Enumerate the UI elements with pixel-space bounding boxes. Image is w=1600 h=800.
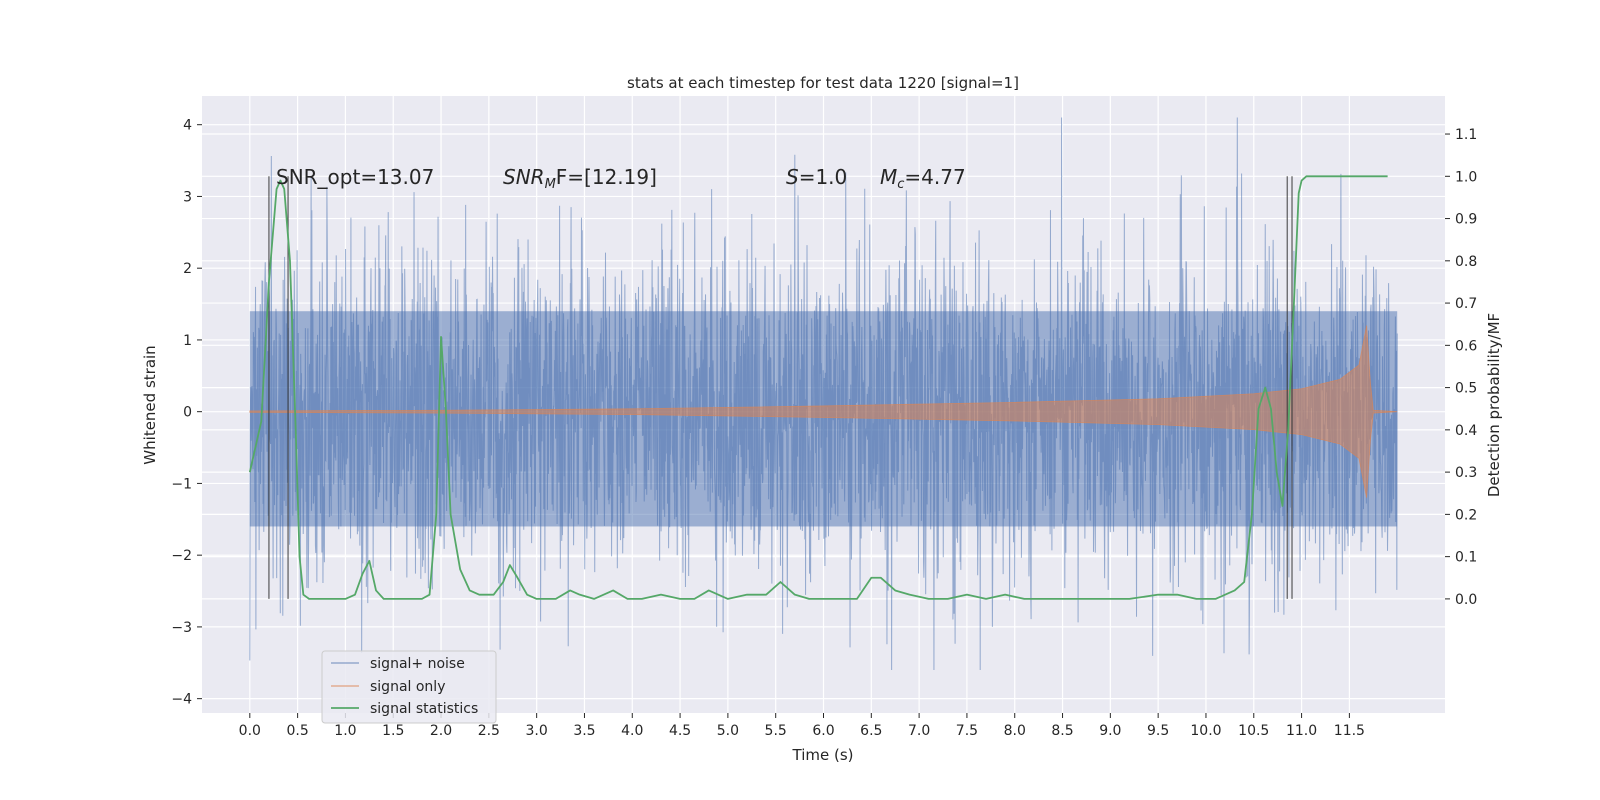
x-tick-label-9: 4.5 (669, 723, 691, 739)
y2-tick-label-8: 0.8 (1455, 254, 1477, 270)
chart-title: stats at each timestep for test data 122… (627, 74, 1019, 92)
legend: signal+ noise signal only signal statist… (321, 650, 497, 724)
x-tick-label-4: 2.0 (430, 723, 452, 739)
s-base: S (786, 165, 799, 189)
legend-label-signal-statistics: signal statistics (370, 701, 478, 717)
y2-tick-label-1: 0.1 (1455, 550, 1477, 566)
y2-axis-ticks: 0.0 0.1 0.2 0.3 0.4 0.5 0.6 0.7 0.8 0.9 1.0 1.1 (1445, 127, 1477, 608)
mc-rest: =4.77 (904, 165, 965, 189)
legend-label-signal-noise: signal+ noise (370, 656, 465, 672)
x-tick-label-10: 5.0 (717, 723, 739, 739)
signal-only-envelope (249, 325, 1398, 498)
y2-tick-label-9: 0.9 (1455, 212, 1477, 228)
y2-tick-label-11: 1.1 (1455, 127, 1477, 143)
x-axis-label: Time (s) (792, 746, 854, 764)
signal-statistics-line (248, 175, 1388, 600)
x-tick-label-18: 9.0 (1099, 723, 1121, 739)
x-tick-label-15: 7.5 (956, 723, 978, 739)
x-tick-label-19: 9.5 (1147, 723, 1169, 739)
y-tick-label-3: −1 (171, 476, 192, 492)
s-annotation: S=1.0 (786, 165, 847, 189)
x-tick-label-1: 0.5 (286, 723, 308, 739)
x-tick-label-12: 6.0 (812, 723, 834, 739)
mc-sub: c (897, 177, 904, 192)
y2-axis-label: Detection probability/MF (1485, 313, 1503, 497)
y2-tick-label-5: 0.5 (1455, 381, 1477, 397)
signal-statistics-series (248, 175, 1388, 600)
y-tick-label-0: −4 (171, 692, 192, 708)
y2-tick-label-7: 0.7 (1455, 296, 1477, 312)
snr-opt-annotation: SNR_opt=13.07 (276, 165, 434, 189)
x-tick-label-17: 8.5 (1051, 723, 1073, 739)
x-axis-ticks: 0.0 0.5 1.0 1.5 2.0 2.5 3.0 3.5 4.0 4.5 5.0 5.5 6.0 6… (239, 713, 1365, 739)
snr-mf-rest: F=[12.19] (556, 165, 657, 189)
x-tick-label-6: 3.0 (526, 723, 548, 739)
x-tick-label-13: 6.5 (860, 723, 882, 739)
x-tick-label-0: 0.0 (239, 723, 261, 739)
x-tick-label-7: 3.5 (573, 723, 595, 739)
mc-base: M (880, 165, 897, 189)
y-tick-label-5: 1 (183, 333, 192, 349)
y-axis-ticks: −4 −3 −2 −1 0 1 2 3 4 (171, 118, 202, 708)
y-tick-label-1: −3 (171, 620, 192, 636)
y2-tick-label-2: 0.2 (1455, 507, 1477, 523)
y-tick-label-6: 2 (183, 261, 192, 277)
y-tick-label-8: 4 (183, 118, 192, 134)
x-tick-label-5: 2.5 (478, 723, 500, 739)
signal-only-series (249, 325, 1398, 498)
y-tick-label-4: 0 (183, 405, 192, 421)
y2-tick-label-3: 0.3 (1455, 465, 1477, 481)
x-tick-label-21: 10.5 (1238, 723, 1269, 739)
legend-box (321, 650, 497, 724)
snr-mf-annotation: SNRMF=[12.19] (503, 165, 657, 192)
legend-label-signal-only: signal only (370, 679, 445, 695)
x-tick-label-8: 4.0 (621, 723, 643, 739)
y2-tick-label-4: 0.4 (1455, 423, 1477, 439)
x-tick-label-20: 10.0 (1190, 723, 1221, 739)
x-tick-label-2: 1.0 (334, 723, 356, 739)
mc-annotation: Mc=4.77 (880, 165, 966, 192)
y2-tick-label-6: 0.6 (1455, 338, 1477, 354)
x-tick-label-3: 1.5 (382, 723, 404, 739)
x-tick-label-23: 11.5 (1334, 723, 1365, 739)
snr-mf-base: SNR (503, 165, 545, 189)
x-tick-label-16: 8.0 (1004, 723, 1026, 739)
y2-tick-label-10: 1.0 (1455, 169, 1477, 185)
y2-tick-label-0: 0.0 (1455, 592, 1477, 608)
y-tick-label-7: 3 (183, 189, 192, 205)
snr-mf-sub: M (545, 177, 556, 192)
y-tick-label-2: −2 (171, 548, 192, 564)
y-axis-label: Whitened strain (141, 345, 159, 464)
x-tick-label-11: 5.5 (765, 723, 787, 739)
s-rest: =1.0 (799, 165, 848, 189)
x-tick-label-14: 7.0 (908, 723, 930, 739)
x-tick-label-22: 11.0 (1286, 723, 1317, 739)
